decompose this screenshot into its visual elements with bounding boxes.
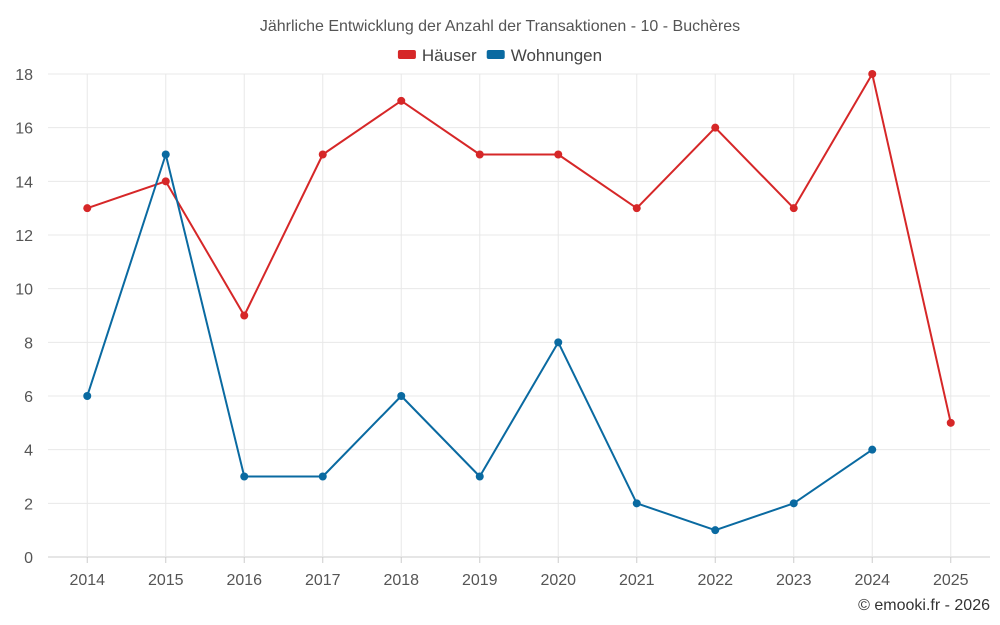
legend-swatch — [486, 50, 505, 59]
x-tick-label: 2021 — [619, 572, 655, 589]
data-point — [554, 338, 563, 347]
data-point — [946, 418, 955, 427]
data-point — [711, 123, 720, 132]
legend: Häuser Wohnungen — [397, 46, 602, 65]
x-axis: 2014 2015 2016 2017 2018 2019 2020 2021 2022 2023… — [69, 557, 969, 589]
data-point — [240, 472, 249, 481]
x-tick-label: 2017 — [305, 572, 341, 589]
legend-swatch — [397, 50, 416, 59]
data-point — [161, 150, 170, 159]
legend-label: Wohnungen — [511, 46, 602, 65]
data-point — [240, 311, 249, 320]
y-axis: 0 2 4 6 8 10 12 14 16 18 — [15, 67, 33, 567]
data-point — [789, 204, 798, 213]
chart-title: Jährliche Entwicklung der Anzahl der Tra… — [260, 18, 740, 35]
y-tick-label: 6 — [24, 389, 33, 406]
y-tick-label: 14 — [15, 174, 33, 191]
x-tick-label: 2024 — [854, 572, 890, 589]
data-point — [397, 392, 406, 400]
data-point — [83, 204, 92, 213]
x-tick-label: 2022 — [697, 572, 733, 589]
y-tick-label: 0 — [24, 550, 33, 567]
x-tick-label: 2014 — [69, 572, 105, 589]
x-tick-label: 2025 — [933, 572, 969, 589]
data-point — [789, 499, 798, 508]
series-line — [86, 73, 952, 424]
x-tick-label: 2015 — [148, 572, 184, 589]
data-point — [475, 472, 484, 481]
y-tick-label: 12 — [15, 228, 33, 245]
data-point — [868, 445, 877, 454]
data-point — [632, 499, 641, 508]
x-tick-label: 2016 — [226, 572, 262, 589]
data-point — [318, 472, 327, 481]
x-tick-label: 2019 — [462, 572, 498, 589]
x-tick-label: 2020 — [540, 572, 576, 589]
data-point — [397, 96, 406, 105]
y-tick-label: 4 — [24, 443, 33, 460]
data-point — [161, 177, 170, 186]
y-tick-label: 2 — [24, 496, 33, 513]
data-point — [318, 150, 327, 159]
x-tick-label: 2023 — [776, 572, 812, 589]
y-tick-label: 10 — [15, 282, 33, 299]
grid — [48, 73, 990, 558]
data-point — [868, 70, 877, 78]
y-tick-label: 18 — [15, 67, 33, 84]
credit-text: © emooki.fr - 2026 — [858, 597, 990, 614]
y-tick-label: 16 — [15, 121, 33, 138]
data-point — [475, 150, 484, 159]
data-point — [632, 204, 641, 213]
legend-label: Häuser — [422, 46, 477, 65]
series-group — [83, 70, 955, 535]
data-point — [83, 392, 92, 400]
x-tick-label: 2018 — [383, 572, 419, 589]
data-point — [711, 526, 720, 535]
data-point — [554, 150, 563, 159]
y-tick-label: 8 — [24, 335, 33, 352]
